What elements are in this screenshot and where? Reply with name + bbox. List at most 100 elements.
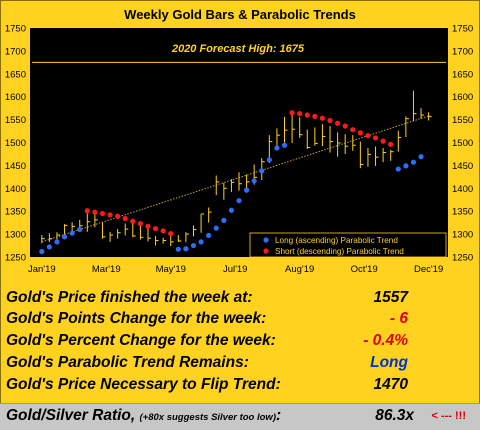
long-trend-dot (251, 178, 257, 184)
y-tick-label: 1600 (452, 92, 473, 103)
ratio-arrow: < --- !!! (431, 410, 466, 422)
short-trend-dot (388, 141, 394, 147)
flip-value: 1470 (373, 376, 408, 393)
y-tick-label: 1650 (452, 69, 473, 80)
points-value: - 6 (389, 310, 408, 327)
y-tick-label: 1700 (5, 46, 26, 57)
ratio-row: Gold/Silver Ratio, (+80x suggests Silver… (0, 403, 480, 430)
short-trend-dot (357, 130, 363, 136)
long-trend-dot (190, 242, 197, 249)
long-trend-dot (46, 244, 52, 250)
price-row: Gold's Price finished the week at: 1557 (6, 289, 474, 309)
parabolic-dots (39, 110, 424, 255)
y-tick-label: 1550 (452, 115, 473, 126)
long-trend-dot (69, 230, 75, 236)
long-trend-dot (77, 226, 83, 233)
long-trend-dot (259, 168, 265, 174)
y-axis-left: 1250 1300 1350 1400 1450 1500 1550 1600 1650 1700… (5, 24, 26, 264)
short-trend-dot (380, 138, 386, 144)
x-tick-label: Oct'19 (351, 264, 378, 275)
ratio-colon: : (276, 407, 282, 424)
short-trend-dot (92, 209, 98, 215)
long-trend-dot (183, 246, 189, 252)
x-tick-label: Jan'19 (28, 264, 56, 275)
short-trend-dot (130, 218, 136, 224)
short-trend-dot (335, 120, 341, 126)
long-trend-dot (410, 159, 417, 165)
flip-label: Gold's Price Necessary to Flip Trend: (6, 376, 281, 393)
y-tick-label: 1350 (452, 207, 473, 218)
points-label: Gold's Points Change for the week: (6, 310, 267, 327)
short-trend-dot (319, 115, 326, 121)
x-tick-label: Dec'19 (414, 264, 443, 275)
long-trend-dot (61, 234, 68, 240)
chart-title: Weekly Gold Bars & Parabolic Trends (124, 7, 356, 22)
short-trend-dot (342, 123, 348, 129)
y-tick-label: 1700 (452, 46, 473, 57)
y-tick-label: 1350 (5, 207, 26, 218)
x-axis: Jan'19 Mar'19 May'19 Jul'19 Aug'19 Oct'19 Dec'… (28, 264, 443, 275)
long-trend-dot (54, 239, 60, 245)
x-tick-label: Aug'19 (285, 264, 314, 275)
legend-long-label: Long (ascending) Parabolic Trend (275, 236, 398, 245)
y-tick-label: 1500 (5, 138, 26, 149)
legend-short-label: Short (descending) Parabolic Trend (275, 247, 404, 256)
long-trend-dot (175, 246, 181, 252)
trend-label: Gold's Parabolic Trend Remains: (6, 354, 249, 371)
trendline (41, 115, 429, 243)
legend-short-marker (263, 248, 269, 254)
y-tick-label: 1450 (452, 161, 473, 172)
long-trend-dot (418, 154, 424, 160)
y-tick-label: 1250 (452, 253, 473, 264)
plot-area (30, 28, 448, 257)
short-trend-dot (312, 113, 318, 119)
long-trend-dot (395, 166, 401, 172)
trend-value: Long (370, 354, 408, 371)
short-trend-dot (152, 226, 159, 232)
short-trend-dot (84, 208, 90, 214)
y-tick-label: 1650 (5, 69, 26, 80)
long-trend-dot (198, 239, 204, 245)
y-tick-label: 1550 (5, 115, 26, 126)
long-trend-dot (243, 187, 250, 193)
y-tick-label: 1400 (452, 184, 473, 195)
ratio-label-group: Gold/Silver Ratio, (+80x suggests Silver… (6, 407, 281, 425)
price-value: 1557 (373, 289, 408, 306)
long-trend-dot (206, 232, 212, 239)
percent-row: Gold's Percent Change for the week: - 0.… (6, 332, 474, 352)
y-tick-label: 1600 (5, 92, 26, 103)
percent-label: Gold's Percent Change for the week: (6, 332, 276, 349)
short-trend-dot (107, 212, 113, 218)
points-row: Gold's Points Change for the week: - 6 (6, 310, 474, 330)
y-tick-label: 1450 (5, 161, 26, 172)
short-trend-dot (122, 215, 128, 222)
trend-row: Gold's Parabolic Trend Remains: Long (6, 354, 474, 374)
short-trend-dot (289, 110, 295, 116)
long-trend-dot (274, 145, 280, 151)
short-trend-dot (350, 127, 356, 133)
long-trend-dot (221, 217, 227, 223)
legend-box (249, 232, 447, 258)
short-trend-dot (297, 111, 303, 117)
y-tick-label: 1250 (5, 253, 26, 264)
x-tick-label: Mar'19 (92, 264, 121, 275)
long-trend-dot (39, 248, 45, 255)
x-tick-label: Jul'19 (223, 264, 248, 275)
short-trend-dot (327, 117, 333, 124)
short-trend-dot (99, 210, 106, 217)
ratio-label: Gold/Silver Ratio, (6, 407, 136, 424)
ratio-value: 86.3x (375, 407, 414, 424)
ratio-note: (+80x suggests Silver too low) (139, 412, 276, 423)
long-trend-dot (213, 225, 219, 231)
y-tick-label: 1300 (5, 230, 26, 241)
flip-row: Gold's Price Necessary to Flip Trend: 14… (6, 376, 474, 396)
y-tick-label: 1400 (5, 184, 26, 195)
short-trend-dot (372, 135, 379, 141)
short-trend-dot (137, 220, 143, 227)
x-tick-label: May'19 (156, 264, 186, 275)
short-trend-dot (365, 133, 371, 139)
short-trend-dot (160, 228, 166, 234)
price-label: Gold's Price finished the week at: (6, 289, 253, 306)
short-trend-dot (115, 213, 121, 219)
legend: Long (ascending) Parabolic Trend Short (… (249, 232, 447, 258)
